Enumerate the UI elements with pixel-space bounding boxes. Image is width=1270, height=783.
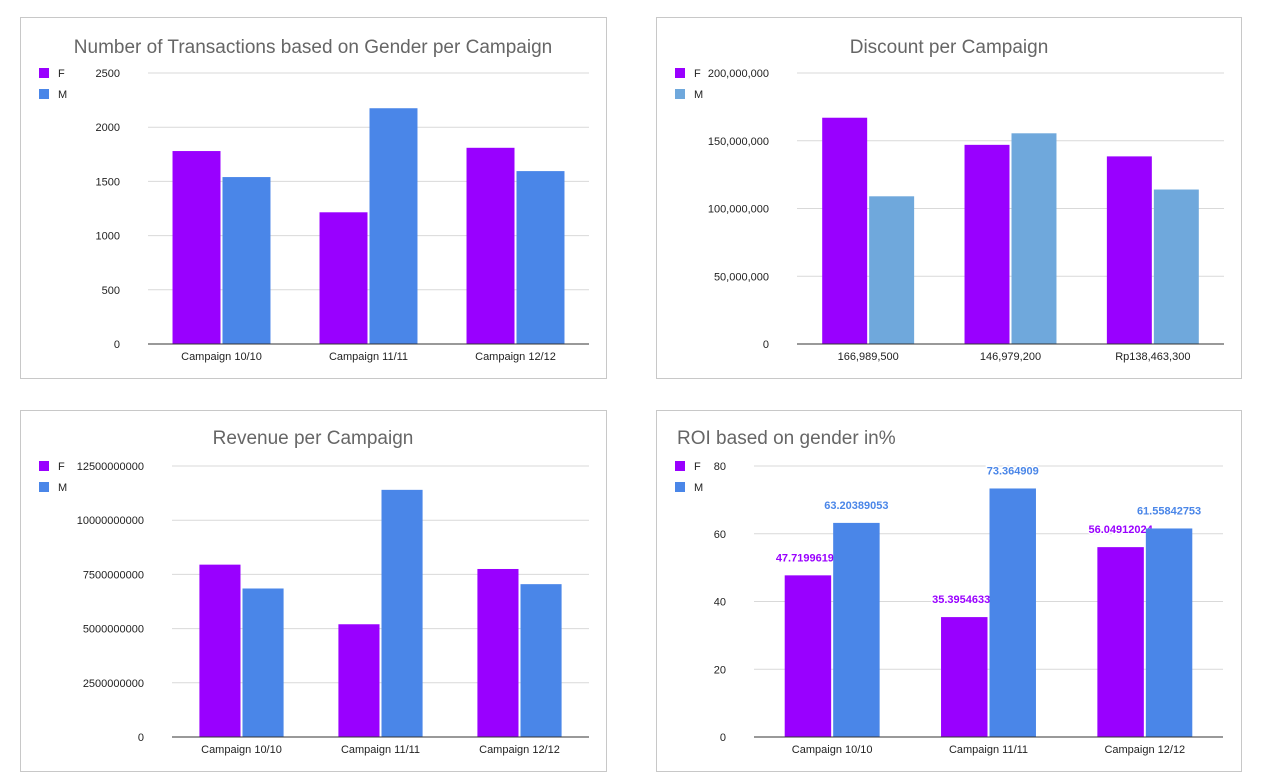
y-tick-label: 20 bbox=[714, 664, 726, 676]
y-tick-label: 50,000,000 bbox=[714, 271, 769, 283]
y-tick-label: 2500 bbox=[96, 68, 120, 80]
bar-f bbox=[466, 147, 515, 344]
bar-m bbox=[1145, 528, 1193, 737]
legend-swatch-f bbox=[675, 68, 685, 78]
bar-f bbox=[822, 117, 868, 345]
bar-f bbox=[784, 575, 832, 737]
chart-title: Discount per Campaign bbox=[850, 37, 1049, 58]
bar-f bbox=[477, 568, 519, 737]
legend-swatch-f bbox=[675, 461, 685, 471]
x-category-label: Campaign 11/11 bbox=[949, 744, 1028, 756]
y-tick-label: 7500000000 bbox=[83, 569, 144, 581]
y-tick-label: 10000000000 bbox=[77, 515, 144, 527]
y-tick-label: 60 bbox=[714, 529, 726, 541]
roi-chart-panel: ROI based on gender in% F M 0 20 40 60 80 47.719… bbox=[656, 410, 1242, 772]
bar-m bbox=[833, 522, 880, 737]
legend-label-m: M bbox=[58, 482, 67, 494]
legend-label-f: F bbox=[58, 68, 65, 80]
legend-label-f: F bbox=[58, 461, 65, 473]
legend-label-f: F bbox=[694, 461, 701, 473]
bar-f bbox=[1106, 156, 1152, 344]
y-tick-label: 0 bbox=[138, 732, 144, 744]
discount-chart-panel: Discount per Campaign F M 0 50,000,000 100,00… bbox=[656, 17, 1242, 379]
legend-label-f: F bbox=[694, 68, 701, 80]
x-category-label: Campaign 10/10 bbox=[792, 744, 873, 756]
bar-m bbox=[381, 489, 423, 737]
y-tick-label: 1500 bbox=[96, 176, 120, 188]
discount-chart: Discount per Campaign FM 0 50,000,000 100,00… bbox=[675, 37, 1224, 363]
y-tick-label: 12500000000 bbox=[77, 461, 144, 473]
bar-f bbox=[1097, 547, 1144, 737]
y-tick-label: 150,000,000 bbox=[708, 136, 769, 148]
chart-title: Revenue per Campaign bbox=[213, 428, 414, 449]
x-category-label: Rp138,463,300 bbox=[1115, 351, 1190, 363]
y-tick-label: 100,000,000 bbox=[708, 204, 769, 216]
bar-m bbox=[1011, 133, 1057, 344]
legend-swatch-f bbox=[39, 68, 49, 78]
x-category-label: Campaign 12/12 bbox=[475, 351, 556, 363]
y-tick-label: 1000 bbox=[96, 231, 120, 243]
bar-m bbox=[869, 196, 915, 344]
x-category-label: Campaign 10/10 bbox=[201, 744, 282, 756]
legend-swatch-m bbox=[39, 89, 49, 99]
bar-m bbox=[1153, 189, 1199, 344]
bar-m bbox=[242, 588, 284, 737]
data-label-m: 63.20389053 bbox=[824, 500, 888, 512]
legend-swatch-m bbox=[675, 482, 685, 492]
legend-swatch-m bbox=[39, 482, 49, 492]
x-category-label: Campaign 12/12 bbox=[1104, 744, 1185, 756]
data-label-m: 61.55842753 bbox=[1137, 505, 1201, 517]
legend-label-m: M bbox=[694, 89, 703, 101]
bar-m bbox=[222, 177, 271, 344]
y-tick-label: 2000 bbox=[96, 122, 120, 134]
transactions-chart: Number of Transactions based on Gender p… bbox=[39, 37, 589, 363]
y-tick-label: 80 bbox=[714, 461, 726, 473]
chart-title: ROI based on gender in% bbox=[677, 428, 896, 449]
data-label-f: 56.04912024 bbox=[1088, 524, 1153, 536]
x-category-label: 146,979,200 bbox=[980, 351, 1041, 363]
y-tick-label: 2500000000 bbox=[83, 678, 144, 690]
data-label-f: 47.71996197 bbox=[776, 552, 840, 564]
y-tick-label: 0 bbox=[114, 339, 120, 351]
bar-f bbox=[338, 624, 380, 737]
chart-title: Number of Transactions based on Gender p… bbox=[74, 37, 552, 58]
bar-f bbox=[941, 617, 988, 737]
y-tick-label: 500 bbox=[102, 285, 120, 297]
legend-swatch-m bbox=[675, 89, 685, 99]
data-label-m: 73.364909 bbox=[987, 465, 1039, 477]
y-tick-label: 0 bbox=[720, 732, 726, 744]
bar-f bbox=[319, 212, 368, 344]
y-tick-label: 5000000000 bbox=[83, 624, 144, 636]
roi-chart: ROI based on gender in% FM 0 20 40 60 80 47.719… bbox=[675, 428, 1223, 756]
y-tick-label: 40 bbox=[714, 597, 726, 609]
bar-f bbox=[172, 151, 221, 344]
x-category-label: Campaign 11/11 bbox=[341, 744, 420, 756]
bar-m bbox=[989, 488, 1036, 737]
transactions-chart-panel: Number of Transactions based on Gender p… bbox=[20, 17, 607, 379]
x-category-label: Campaign 11/11 bbox=[329, 351, 408, 363]
legend-swatch-f bbox=[39, 461, 49, 471]
x-category-label: 166,989,500 bbox=[838, 351, 899, 363]
y-tick-label: 0 bbox=[763, 339, 769, 351]
bar-f bbox=[964, 144, 1010, 344]
legend-label-m: M bbox=[694, 482, 703, 494]
bar-m bbox=[520, 584, 562, 737]
revenue-chart-panel: Revenue per Campaign F M 0 2500000000 5000000… bbox=[20, 410, 607, 772]
data-label-f: 35.39546337 bbox=[932, 594, 996, 606]
bar-m bbox=[516, 171, 565, 344]
x-category-label: Campaign 10/10 bbox=[181, 351, 262, 363]
y-tick-label: 200,000,000 bbox=[708, 68, 769, 80]
revenue-chart: Revenue per Campaign FM 0 2500000000 5000000… bbox=[39, 428, 589, 756]
bar-m bbox=[369, 108, 418, 344]
x-category-label: Campaign 12/12 bbox=[479, 744, 560, 756]
bar-f bbox=[199, 564, 241, 737]
legend-label-m: M bbox=[58, 89, 67, 101]
